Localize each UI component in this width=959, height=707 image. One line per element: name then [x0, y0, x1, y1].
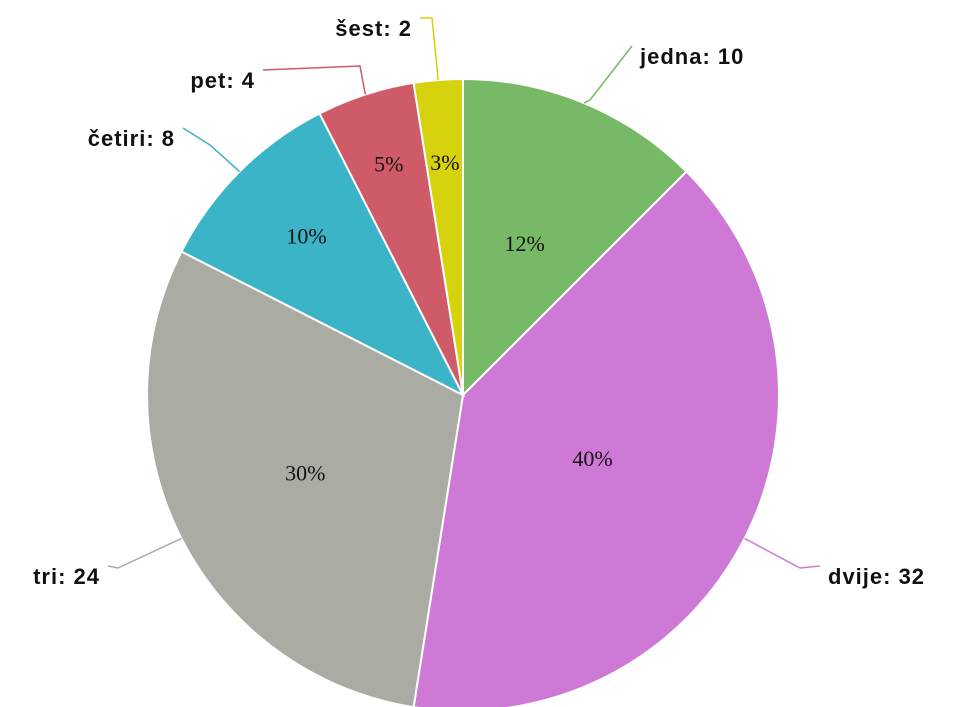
percent-label: 10% [286, 224, 326, 249]
leader-line [583, 45, 633, 104]
leader-line [420, 17, 439, 81]
slice-label: dvije: 32 [828, 564, 925, 589]
slice-label: pet: 4 [190, 68, 255, 93]
pie-slice [412, 77, 464, 396]
percent-label: 40% [572, 446, 612, 471]
leader-line [182, 127, 241, 173]
leader-line [262, 65, 367, 95]
percent-label: 5% [374, 152, 403, 177]
slice-label: četiri: 8 [88, 126, 175, 151]
pie-slice [462, 77, 688, 398]
leader-line [107, 537, 182, 569]
slice-label: tri: 24 [33, 564, 100, 589]
percent-label: 3% [430, 150, 459, 175]
pie-slice [412, 170, 780, 707]
percent-label: 30% [285, 460, 325, 485]
leader-line [744, 537, 821, 569]
slice-label: šest: 2 [335, 16, 412, 41]
pie-slice [180, 112, 466, 398]
pie-slice [146, 250, 465, 707]
slice-label: jedna: 10 [639, 44, 744, 69]
percent-label: 12% [505, 231, 545, 256]
